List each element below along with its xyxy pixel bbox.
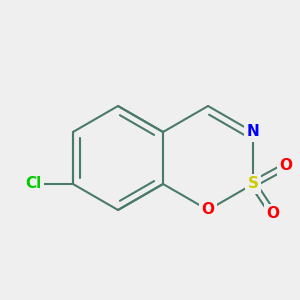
Text: Cl: Cl (25, 176, 41, 191)
Text: O: O (280, 158, 292, 173)
Text: S: S (248, 176, 259, 191)
Text: O: O (202, 202, 214, 217)
Text: O: O (267, 206, 280, 221)
Text: N: N (247, 124, 260, 140)
